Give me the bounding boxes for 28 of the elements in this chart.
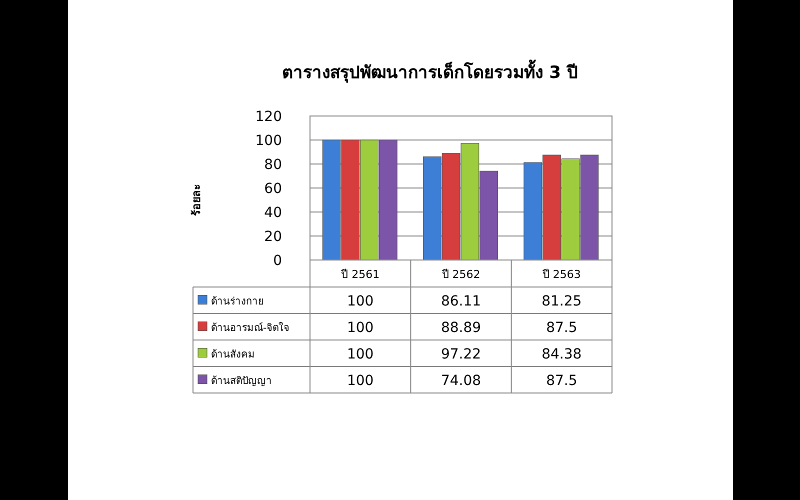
y-tick-label: 60 xyxy=(264,181,282,197)
chart-title: ตารางสรุปพัฒนาการเด็กโดยรวมทั้ง 3 ปี xyxy=(282,59,578,83)
y-tick-label: 100 xyxy=(255,133,282,149)
legend-label: ด้านร่างกาย xyxy=(211,295,264,308)
y-tick-label: 120 xyxy=(255,109,282,125)
data-label: 100 xyxy=(346,372,374,389)
x-tick-label: ปี 2563 xyxy=(541,268,581,281)
legend-label: ด้านอารมณ์-จิตใจ xyxy=(211,322,290,334)
data-label: 86.11 xyxy=(440,293,482,310)
data-label: 74.08 xyxy=(440,372,482,389)
y-tick-label: 40 xyxy=(264,205,282,221)
y-tick-label: 20 xyxy=(264,229,282,245)
data-label: 88.89 xyxy=(440,320,482,336)
data-label: 100 xyxy=(346,320,374,336)
data-label: 97.22 xyxy=(440,346,482,362)
data-label: 87.5 xyxy=(546,320,578,336)
x-tick-label: ปี 2562 xyxy=(440,268,480,281)
data-label: 87.5 xyxy=(546,372,578,389)
data-label: 81.25 xyxy=(542,293,582,310)
y-axis-title: ร้อยละ xyxy=(190,184,203,216)
data-label: 100 xyxy=(346,346,374,362)
legend-label: ด้านสังคม xyxy=(211,348,255,360)
data-label: 100 xyxy=(346,293,374,310)
data-label: 84.38 xyxy=(542,346,582,362)
y-tick-label: 80 xyxy=(264,157,282,173)
y-tick-label: 0 xyxy=(273,253,282,269)
legend-label: ด้านสติปัญญา xyxy=(211,374,272,387)
x-tick-label: ปี 2561 xyxy=(340,268,380,281)
